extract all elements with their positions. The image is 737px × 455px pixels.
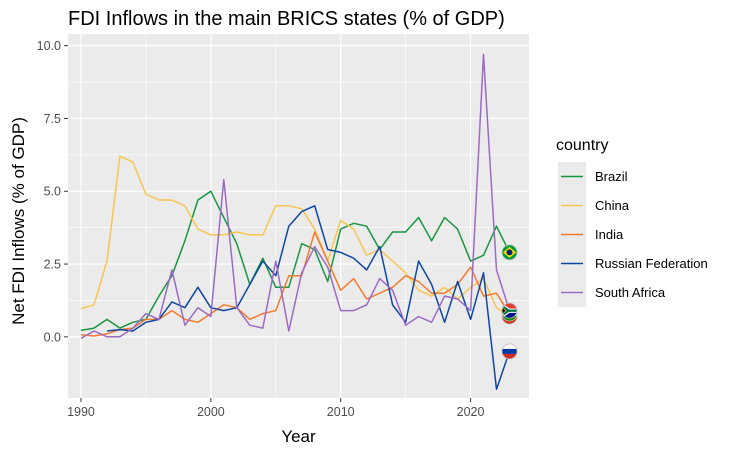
legend-item: India	[558, 220, 624, 249]
series-line-brazil	[80, 190, 511, 332]
x-tick-label: 2000	[197, 405, 225, 419]
legend-item: Brazil	[558, 162, 628, 191]
russia-flag-icon	[501, 343, 518, 360]
series-lines	[80, 53, 511, 391]
series-line-china	[80, 155, 510, 318]
legend-label: China	[595, 198, 630, 213]
x-tick-label: 2010	[327, 405, 355, 419]
legend-label: Russian Federation	[595, 256, 708, 271]
legend-item: South Africa	[558, 278, 666, 307]
series-line-south-africa	[80, 53, 511, 339]
series-line-india	[80, 231, 511, 337]
legend-item: China	[558, 191, 630, 220]
gridlines	[68, 34, 529, 398]
x-tick-label: 1990	[67, 405, 95, 419]
flag-markers	[501, 244, 518, 360]
y-tick-label: 2.5	[44, 258, 61, 272]
series-line-russian-federation	[106, 205, 511, 391]
south-africa-flag-icon	[501, 302, 518, 319]
legend: country Brazil China India Russian Federati…	[556, 137, 708, 307]
legend-label: South Africa	[595, 285, 666, 300]
y-tick-label: 7.5	[44, 112, 61, 126]
axis-ticks: 1990 2000 2010 2020 0.0 2.5 5.0 7.5 10.0	[37, 39, 485, 419]
y-axis-title: Net FDI Inflows (% of GDP)	[9, 117, 28, 325]
x-axis-title: Year	[281, 427, 316, 446]
y-tick-label: 5.0	[44, 185, 61, 199]
chart-title: FDI Inflows in the main BRICS states (% …	[68, 8, 505, 30]
y-tick-label: 0.0	[44, 330, 61, 344]
x-tick-label: 2020	[457, 405, 485, 419]
legend-label: Brazil	[595, 169, 628, 184]
legend-label: India	[595, 227, 624, 242]
brazil-flag-icon	[501, 244, 518, 261]
y-tick-label: 10.0	[37, 39, 61, 53]
legend-item: Russian Federation	[558, 249, 708, 278]
legend-title: country	[556, 137, 608, 154]
